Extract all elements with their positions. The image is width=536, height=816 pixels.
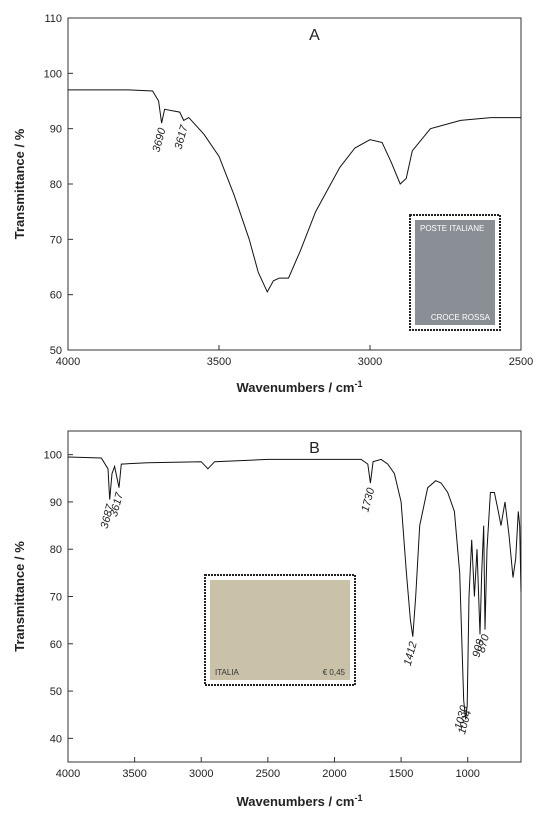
x-tick-label: 3500 <box>207 356 231 368</box>
x-tick-label: 3000 <box>358 356 382 368</box>
spectrum-line <box>67 456 522 720</box>
y-tick-label: 90 <box>50 124 62 136</box>
peak-label: 3617 <box>108 491 126 519</box>
y-tick-label: 80 <box>50 179 62 191</box>
peak-label: 3690 <box>151 126 169 154</box>
x-tick-label: 2500 <box>509 356 533 368</box>
y-tick-label: 90 <box>50 497 62 509</box>
inset-image <box>210 580 350 680</box>
y-tick-label: 50 <box>50 686 62 698</box>
y-tick-label: 100 <box>44 450 62 462</box>
peak-label: 870 <box>476 632 493 654</box>
y-tick-label: 100 <box>44 68 62 80</box>
y-tick-label: 70 <box>50 592 62 604</box>
peak-label: 1412 <box>402 640 420 667</box>
peak-label: 908 <box>471 637 488 659</box>
inset-text: CROCE ROSSA <box>431 313 491 322</box>
y-tick-label: 40 <box>50 733 62 745</box>
x-tick-label: 1000 <box>455 768 479 780</box>
y-tick-label: 80 <box>50 544 62 556</box>
x-axis-label-main: Wavenumbers / cm <box>236 794 354 809</box>
x-tick-label: 2000 <box>322 768 346 780</box>
x-axis-label: Wavenumbers / cm-1 <box>236 379 362 395</box>
x-axis-label-sup: -1 <box>355 793 363 803</box>
x-tick-label: 3500 <box>122 768 146 780</box>
x-axis-label-main: Wavenumbers / cm <box>236 380 354 395</box>
y-tick-label: 60 <box>50 290 62 302</box>
x-tick-label: 2500 <box>256 768 280 780</box>
x-tick-label: 4000 <box>56 768 80 780</box>
inset-text: € 0,45 <box>323 668 346 677</box>
y-axis-label: Transmittance / % <box>12 541 27 652</box>
x-axis-label-sup: -1 <box>355 379 363 389</box>
inset-image <box>415 220 495 325</box>
peak-label: 3617 <box>173 123 191 151</box>
x-tick-label: 1500 <box>389 768 413 780</box>
y-tick-label: 60 <box>50 639 62 651</box>
y-tick-label: 110 <box>44 13 62 25</box>
y-tick-label: 70 <box>50 234 62 246</box>
panel-title: A <box>309 27 320 44</box>
y-tick-label: 50 <box>50 345 62 357</box>
spectrum-line <box>68 89 521 294</box>
peak-label: 1730 <box>359 486 377 514</box>
x-axis-label: Wavenumbers / cm-1 <box>236 793 362 809</box>
x-tick-label: 4000 <box>56 356 80 368</box>
panel-title: B <box>309 440 320 457</box>
y-axis-label: Transmittance / % <box>12 128 27 239</box>
inset-text: ITALIA <box>215 668 240 677</box>
inset-text: POSTE ITALIANE <box>420 224 484 233</box>
x-tick-label: 3000 <box>189 768 213 780</box>
